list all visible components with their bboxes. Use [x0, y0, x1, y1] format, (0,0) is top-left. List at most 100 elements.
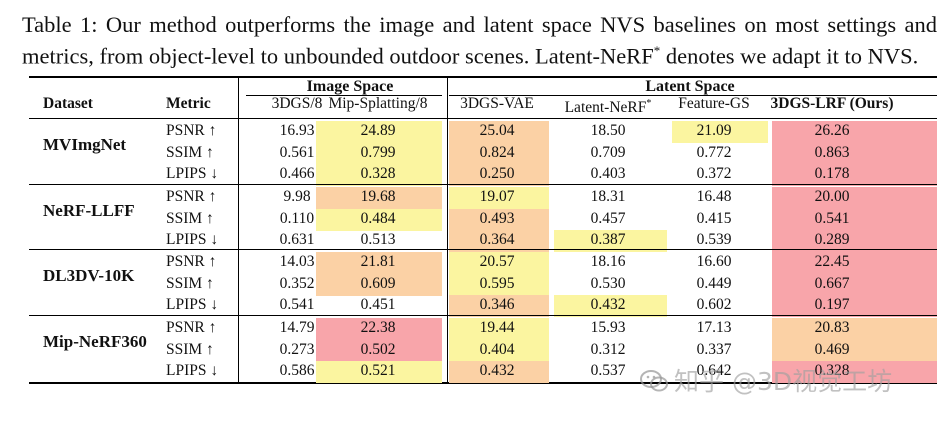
- cell-3dgs-vae: 0.404: [479, 340, 515, 358]
- cell-3dgs-lrf: 0.328: [814, 362, 850, 379]
- column-divider-metric: [238, 78, 239, 382]
- cell-3dgs-vae: 0.493: [479, 209, 515, 227]
- cell-latent-nerf: 0.387: [590, 231, 626, 248]
- metric-label: SSIM ↑: [166, 209, 214, 227]
- latent-space-underline: [449, 95, 937, 96]
- rank-2-highlight: [449, 142, 549, 165]
- cell-3dgs-lrf: 0.178: [814, 165, 850, 182]
- cell-latent-nerf: 0.312: [590, 340, 626, 358]
- cell-3dgs-vae: 0.824: [479, 143, 515, 161]
- caption-line-1: Table 1: Our method outperforms the imag…: [22, 12, 937, 37]
- rank-3-highlight: [316, 208, 442, 231]
- group-header-latent-space: Latent Space: [645, 78, 735, 95]
- rank-1-highlight: [772, 252, 937, 274]
- cell-latent-nerf: 18.50: [590, 122, 626, 139]
- cell-latent-nerf: 0.457: [590, 209, 626, 227]
- metric-label: LPIPS ↓: [166, 231, 219, 248]
- rank-3-highlight: [449, 339, 549, 362]
- metric-header: Metric: [166, 95, 211, 112]
- cell-mip-splatting8: 22.38: [360, 319, 396, 336]
- rank-2-highlight: [316, 273, 442, 296]
- cell-3dgs8: 0.541: [279, 296, 315, 313]
- rank-3-highlight: [316, 142, 442, 165]
- cell-3dgs-lrf: 0.863: [814, 143, 850, 161]
- metric-label: SSIM ↑: [166, 274, 214, 292]
- cell-3dgs8: 0.631: [279, 231, 315, 248]
- cell-3dgs8: 16.93: [279, 122, 315, 139]
- cell-3dgs-lrf: 20.83: [814, 319, 850, 336]
- cell-mip-splatting8: 0.328: [360, 165, 396, 182]
- rank-2-highlight: [449, 208, 549, 231]
- cell-latent-nerf: 0.432: [590, 296, 626, 313]
- cell-3dgs-vae: 19.07: [479, 188, 515, 205]
- metric-label: LPIPS ↓: [166, 165, 219, 182]
- cell-latent-nerf: 0.403: [590, 165, 626, 182]
- cell-3dgs-vae: 0.364: [479, 231, 515, 248]
- column-header-feature-gs: Feature-GS: [678, 95, 750, 112]
- cell-3dgs-vae: 0.346: [479, 296, 515, 313]
- rank-1-highlight: [772, 295, 937, 317]
- cell-3dgs-vae: 20.57: [479, 253, 515, 270]
- cell-mip-splatting8: 24.89: [360, 122, 396, 139]
- cell-feature-gs: 21.09: [696, 122, 732, 139]
- cell-3dgs-lrf: 0.667: [814, 274, 850, 292]
- cell-3dgs-lrf: 20.00: [814, 188, 850, 205]
- cell-mip-splatting8: 0.451: [360, 296, 396, 313]
- rank-1-highlight: [772, 273, 937, 296]
- cell-3dgs8: 14.03: [279, 253, 315, 270]
- cell-3dgs8: 0.110: [279, 209, 315, 227]
- cell-3dgs8: 0.466: [279, 165, 315, 182]
- rank-1-highlight: [772, 361, 937, 383]
- rank-1-highlight: [772, 187, 937, 209]
- rank-1-highlight: [316, 339, 442, 362]
- metric-label: SSIM ↑: [166, 143, 214, 161]
- cell-3dgs8: 0.586: [279, 362, 315, 379]
- rank-1-highlight: [772, 230, 937, 252]
- column-header-3dgs-lrf: 3DGS-LRF (Ours): [770, 95, 894, 112]
- rank-3-highlight: [316, 121, 442, 143]
- rank-3-highlight: [449, 252, 549, 274]
- cell-3dgs-vae: 0.432: [479, 362, 515, 379]
- group-header-image-space: Image Space: [306, 78, 394, 95]
- dataset-header: Dataset: [43, 95, 93, 112]
- rank-2-highlight: [316, 252, 442, 274]
- cell-latent-nerf: 18.31: [590, 188, 626, 205]
- metric-label: LPIPS ↓: [166, 362, 219, 379]
- cell-mip-splatting8: 0.513: [360, 231, 396, 248]
- rank-2-highlight: [449, 121, 549, 143]
- cell-3dgs-lrf: 0.289: [814, 231, 850, 248]
- cell-3dgs-lrf: 0.541: [814, 209, 850, 227]
- watermark-text: 知乎 @3D视觉工坊: [674, 367, 893, 396]
- column-header-mip-splatting8: Mip-Splatting/8: [328, 95, 428, 112]
- cell-3dgs8: 0.561: [279, 143, 315, 161]
- metric-label: PSNR ↑: [166, 122, 217, 139]
- cell-mip-splatting8: 0.799: [360, 143, 396, 161]
- cell-latent-nerf: 0.709: [590, 143, 626, 161]
- image-space-underline: [246, 95, 442, 96]
- rank-3-highlight: [449, 273, 549, 296]
- rank-2-highlight: [316, 187, 442, 209]
- rank-2-highlight: [449, 230, 549, 252]
- cell-3dgs-vae: 0.250: [479, 165, 515, 182]
- rank-2-highlight: [772, 318, 937, 340]
- watermark: 知乎 @3D视觉工坊: [640, 362, 892, 398]
- cell-mip-splatting8: 21.81: [360, 253, 396, 270]
- group-rule: [29, 184, 937, 185]
- cell-3dgs-vae: 25.04: [479, 122, 515, 139]
- cell-3dgs-vae: 19.44: [479, 319, 515, 336]
- cell-latent-nerf: 15.93: [590, 319, 626, 336]
- cell-3dgs-lrf: 26.26: [814, 122, 850, 139]
- cell-latent-nerf: 0.530: [590, 274, 626, 292]
- cell-mip-splatting8: 0.609: [360, 274, 396, 292]
- cell-feature-gs: 0.372: [696, 165, 732, 182]
- rank-2-highlight: [772, 339, 937, 362]
- rank-3-highlight: [449, 187, 549, 209]
- cell-feature-gs: 0.642: [696, 362, 732, 379]
- dataset-label: Mip-NeRF360: [43, 331, 147, 351]
- column-divider-image-latent: [447, 78, 448, 382]
- cell-feature-gs: 0.415: [696, 209, 732, 227]
- metric-label: PSNR ↑: [166, 319, 217, 336]
- cell-feature-gs: 0.337: [696, 340, 732, 358]
- wechat-icon: [640, 370, 668, 392]
- header-rule: [29, 118, 937, 119]
